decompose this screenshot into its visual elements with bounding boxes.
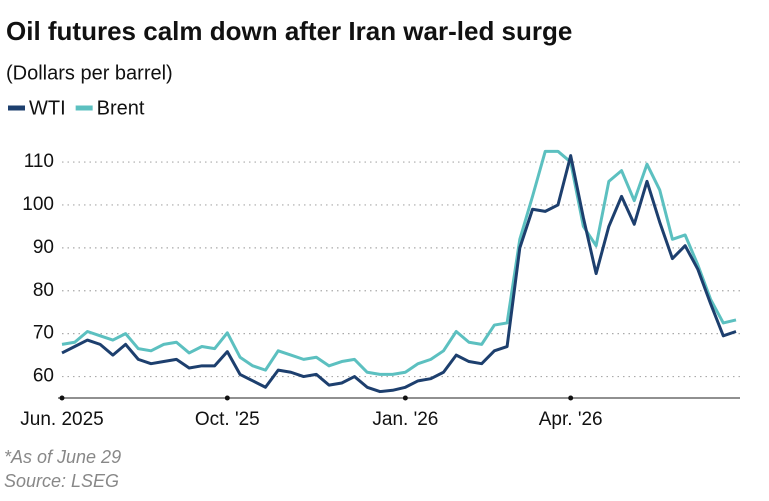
x-tick <box>568 395 574 401</box>
chart-title: Oil futures calm down after Iran war-led… <box>6 16 572 46</box>
footnote: *As of June 29 <box>4 447 121 467</box>
line-series <box>61 149 737 376</box>
chart-subtitle: (Dollars per barrel) <box>6 62 173 84</box>
line-series <box>61 154 737 394</box>
y-tick-label: 80 <box>33 280 54 301</box>
y-tick-label: 100 <box>22 194 54 215</box>
source: Source: LSEG <box>4 471 119 491</box>
x-tick-label: Apr. '26 <box>539 409 603 430</box>
x-tick <box>224 395 230 401</box>
y-tick-label: 60 <box>33 366 54 387</box>
y-tick-label: 110 <box>24 151 54 172</box>
x-tick-label: Jan. '26 <box>372 409 438 430</box>
x-tick <box>59 395 65 401</box>
x-tick-label: Oct. '25 <box>195 409 260 430</box>
x-tick-label: Jun. 2025 <box>20 409 103 430</box>
legend-label: WTI <box>29 97 66 119</box>
legend-label: Brent <box>97 97 145 119</box>
y-tick-label: 90 <box>33 237 54 258</box>
y-tick-label: 70 <box>33 323 54 344</box>
x-tick <box>402 395 408 401</box>
